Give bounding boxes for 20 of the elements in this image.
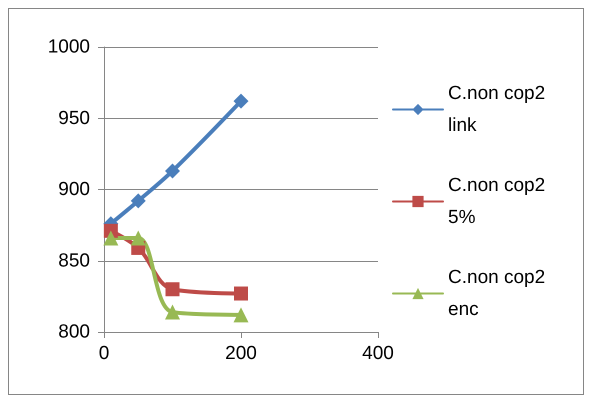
legend-label: C.non cop2 enc: [448, 267, 550, 320]
x-tick-label: 400: [362, 343, 394, 364]
point: [234, 286, 248, 301]
y-tick-label: 1000: [48, 36, 90, 58]
legend-label: C.non cop2 5%: [448, 175, 550, 228]
point: [234, 307, 248, 322]
x-tick-label: 200: [225, 343, 257, 364]
x-tick-label: 0: [98, 343, 110, 364]
point: [166, 282, 180, 296]
point: [165, 304, 180, 320]
y-tick-label: 950: [58, 108, 90, 129]
y-tick-label: 900: [58, 179, 90, 200]
legend-label: C.non cop2 link: [448, 83, 550, 136]
point: [234, 94, 248, 109]
y-tick-label: 800: [58, 322, 90, 342]
point: [165, 163, 180, 178]
point: [103, 230, 118, 246]
point: [130, 230, 146, 246]
point: [130, 193, 146, 208]
y-tick-label: 850: [58, 250, 90, 272]
